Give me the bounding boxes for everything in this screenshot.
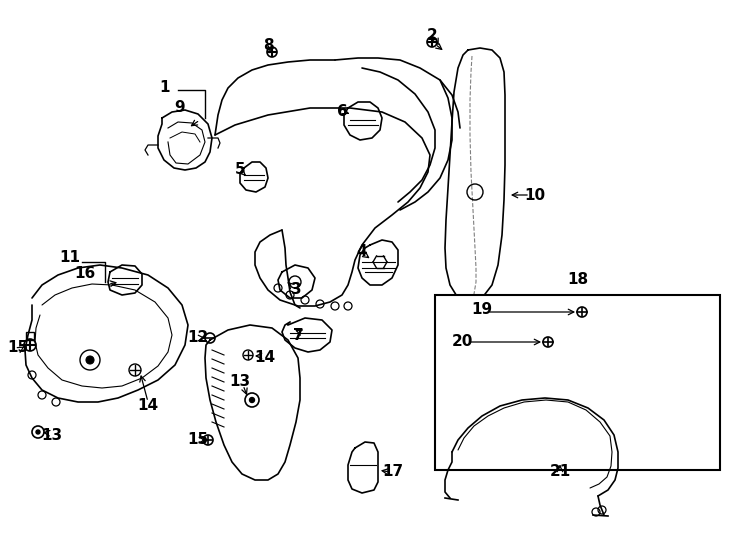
Text: 14: 14	[137, 397, 159, 413]
Text: 19: 19	[471, 302, 493, 318]
Text: 5: 5	[235, 163, 245, 178]
Text: 14: 14	[255, 350, 275, 366]
Bar	[26, 332, 34, 340]
Circle shape	[250, 397, 255, 402]
Text: 4: 4	[357, 245, 367, 260]
Text: 6: 6	[337, 105, 347, 119]
Text: 15: 15	[7, 341, 29, 355]
Text: 11: 11	[59, 251, 81, 266]
Text: 7: 7	[293, 327, 303, 342]
Text: 17: 17	[382, 464, 404, 480]
Text: 9: 9	[175, 100, 185, 116]
Text: 12: 12	[187, 330, 208, 346]
Circle shape	[86, 356, 94, 364]
Text: 3: 3	[291, 282, 302, 298]
Text: 2: 2	[426, 28, 437, 43]
Text: 18: 18	[567, 273, 589, 287]
Text: 16: 16	[74, 267, 95, 281]
Circle shape	[36, 430, 40, 434]
Text: 15: 15	[187, 433, 208, 448]
Text: 20: 20	[451, 334, 473, 349]
Text: 13: 13	[230, 375, 250, 389]
Text: 21: 21	[549, 464, 570, 480]
Text: 13: 13	[41, 428, 62, 442]
Bar	[435, 295, 720, 470]
Text: 10: 10	[524, 187, 545, 202]
Text: 1: 1	[160, 80, 170, 96]
Text: 8: 8	[263, 38, 273, 53]
